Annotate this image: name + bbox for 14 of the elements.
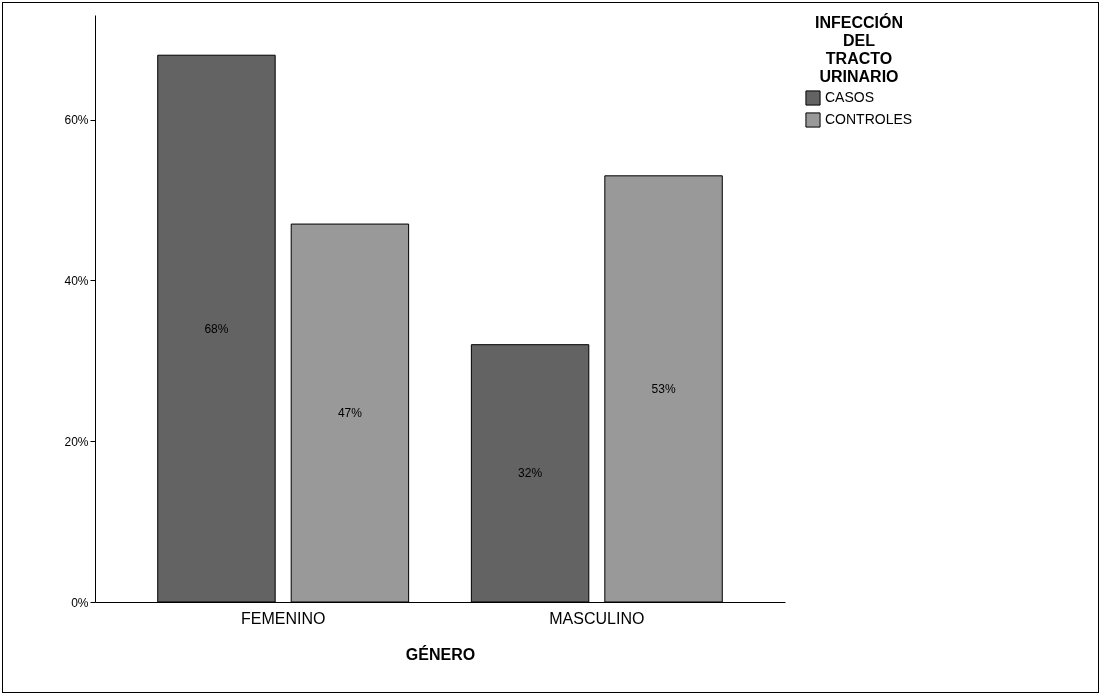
data-label: 32% [518, 466, 543, 481]
y-tick-label: 60% [64, 113, 89, 128]
data-label: 53% [651, 381, 676, 396]
x-tick-label: FEMENINO [240, 609, 326, 627]
y-tick-label: 40% [64, 273, 89, 288]
y-tick-label: 20% [64, 434, 89, 449]
data-label: 68% [204, 321, 229, 336]
x-tick-label: MASCULINO [549, 609, 645, 627]
legend-title: INFECCIÓN DEL TRACTO URINARIO [815, 13, 903, 85]
y-tick-label: 0% [71, 595, 89, 610]
x-axis-title: GÉNERO [405, 644, 476, 663]
legend-label: CONTROLES [825, 111, 913, 127]
data-label: 47% [337, 406, 363, 421]
legend-label: CASOS [825, 89, 875, 105]
